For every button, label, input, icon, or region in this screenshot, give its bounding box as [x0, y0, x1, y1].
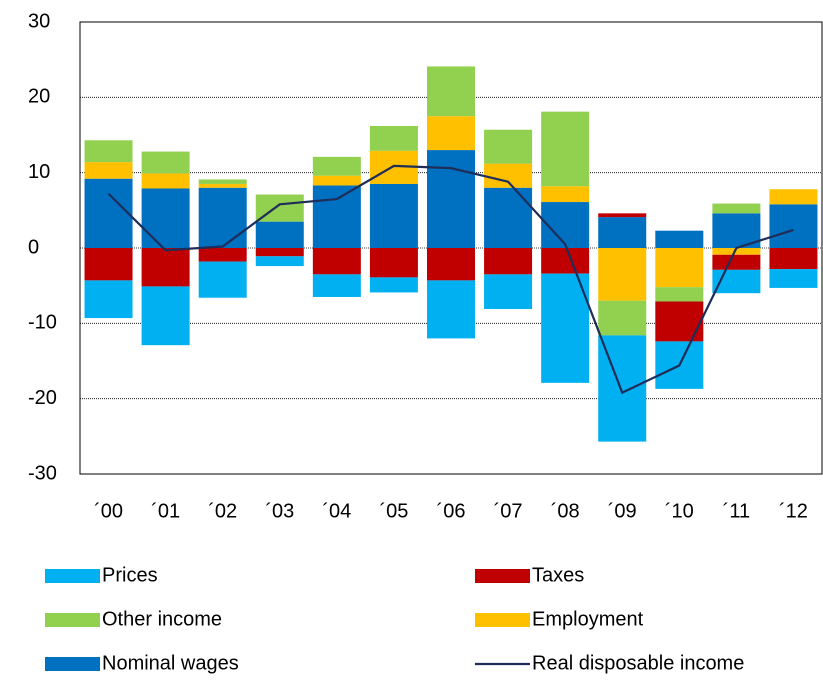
- bar-segment: [427, 280, 475, 339]
- bar-segment: [769, 204, 818, 248]
- legend-label: Taxes: [532, 564, 584, 586]
- bar-segment: [655, 248, 704, 288]
- x-tick-label: ´04: [322, 500, 351, 522]
- legend-label: Real disposable income: [532, 652, 744, 674]
- bar-segment: [369, 183, 418, 248]
- x-tick-label: ´11: [723, 500, 750, 522]
- bar-segment: [198, 261, 247, 298]
- bar-segment: [598, 213, 647, 218]
- legend-swatch: [45, 613, 100, 627]
- bar-segment: [141, 188, 190, 248]
- bar-segment: [655, 230, 704, 248]
- bar-segment: [484, 129, 533, 164]
- bar-segment: [541, 186, 590, 203]
- legend-label: Prices: [102, 564, 158, 586]
- bar-segment: [427, 248, 475, 281]
- bar-segment: [541, 248, 590, 274]
- bar-segment: [198, 183, 247, 188]
- legend-label: Nominal wages: [102, 652, 239, 674]
- x-tick-label: ´06: [437, 500, 466, 522]
- bar-segment: [141, 151, 190, 174]
- bar-segment: [312, 156, 361, 176]
- bar-segment: [598, 248, 647, 301]
- bar-segment: [198, 187, 247, 248]
- bar-segment: [198, 179, 247, 184]
- y-tick-label: 0: [28, 236, 39, 258]
- bar-segment: [84, 140, 133, 163]
- legend-swatch: [45, 569, 100, 583]
- bar-segment: [255, 221, 304, 248]
- bar-segment: [84, 248, 133, 281]
- bar-segment: [312, 274, 361, 297]
- bar-segment: [84, 280, 133, 319]
- bar-segment: [712, 254, 761, 270]
- bar-segment: [312, 248, 361, 275]
- x-tick-label: ´08: [551, 500, 580, 522]
- y-tick-label: -20: [28, 387, 57, 409]
- x-tick-label: ´09: [608, 500, 637, 522]
- bar-segment: [655, 301, 704, 342]
- x-tick-label: ´00: [94, 500, 123, 522]
- bar-segment: [769, 269, 818, 288]
- bar-segment: [484, 248, 533, 275]
- bar-segment: [712, 203, 761, 214]
- bar-segment: [484, 274, 533, 310]
- bar-segment: [427, 116, 475, 151]
- bar-segment: [655, 287, 704, 302]
- y-tick-label: 10: [28, 161, 50, 183]
- bar-segment: [255, 248, 304, 257]
- bar-segment: [769, 189, 818, 205]
- bar-segment: [427, 150, 475, 248]
- bar-segment: [141, 248, 190, 287]
- y-tick-label: 30: [28, 10, 50, 32]
- bar-segment: [141, 173, 190, 189]
- bar-segment: [198, 248, 247, 262]
- bar-segment: [312, 175, 361, 186]
- bar-segment: [84, 178, 133, 248]
- bar-segment: [369, 277, 418, 293]
- legend-label: Other income: [102, 608, 222, 630]
- legend-label: Employment: [532, 608, 644, 630]
- bar-segment: [484, 163, 533, 188]
- bar-segment: [84, 162, 133, 179]
- bar-segment: [769, 248, 818, 270]
- line-series: [107, 164, 794, 395]
- bar-segment: [369, 125, 418, 151]
- x-tick-label: ´01: [151, 500, 180, 522]
- x-tick-label: ´12: [779, 500, 808, 522]
- x-tick-label: ´10: [665, 500, 694, 522]
- bar-segment: [541, 111, 590, 187]
- bar-segment: [541, 273, 590, 383]
- x-tick-label: ´05: [379, 500, 408, 522]
- bar-segment: [312, 185, 361, 248]
- bar-segment: [427, 66, 475, 117]
- bar-segment: [369, 248, 418, 278]
- legend-swatch: [45, 657, 100, 671]
- bar-segment: [598, 300, 647, 336]
- bar-segment: [484, 187, 533, 248]
- bar-segment: [541, 202, 590, 248]
- x-tick-label: ´03: [265, 500, 294, 522]
- y-tick-label: -10: [28, 312, 57, 334]
- bar-segment: [712, 269, 761, 294]
- bar-segment: [712, 248, 761, 255]
- bar-segment: [255, 256, 304, 267]
- y-tick-label: -30: [28, 462, 57, 484]
- y-tick-label: 20: [28, 86, 50, 108]
- bar-segment: [598, 217, 647, 248]
- legend-swatch: [475, 569, 530, 583]
- x-tick-label: ´07: [494, 500, 523, 522]
- x-tick-label: ´02: [208, 500, 237, 522]
- bar-segment: [141, 286, 190, 346]
- legend-swatch: [475, 613, 530, 627]
